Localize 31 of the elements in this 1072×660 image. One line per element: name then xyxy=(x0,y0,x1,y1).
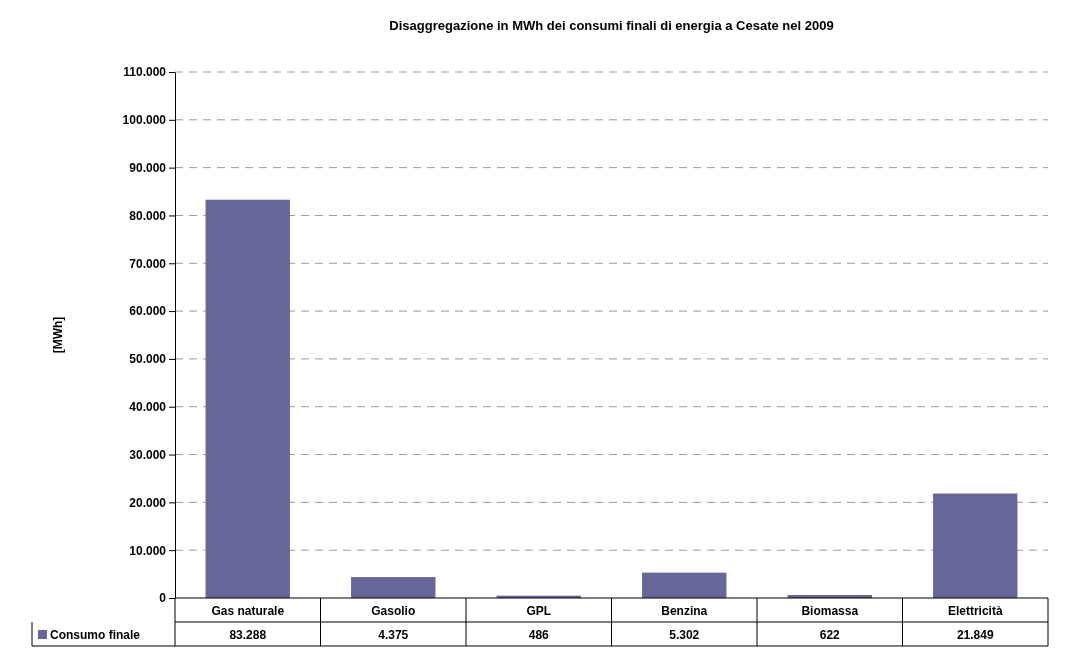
bar xyxy=(205,199,290,598)
y-tick-label: 90.000 xyxy=(129,160,167,175)
data-label: 83.288 xyxy=(229,628,267,642)
data-label: 21.849 xyxy=(956,628,994,642)
bar xyxy=(933,493,1018,598)
y-tick-label: 60.000 xyxy=(129,304,167,319)
y-tick-label: 40.000 xyxy=(129,400,167,415)
x-tick-label: Gas naturale xyxy=(211,604,285,618)
x-tick-label: Gasolio xyxy=(371,604,416,618)
x-tick-label: Elettricità xyxy=(947,604,1003,618)
data-label: 486 xyxy=(528,628,550,642)
chart-title: Disaggregazione in MWh dei consumi finali di energia a Cesate nel 2009 xyxy=(389,18,834,33)
data-label: 622 xyxy=(819,628,841,642)
bar xyxy=(642,572,727,598)
bar xyxy=(351,577,436,598)
y-tick-label: 20.000 xyxy=(129,495,167,510)
y-tick-label: 0 xyxy=(159,591,167,606)
y-tick-label: 30.000 xyxy=(129,447,167,462)
y-tick-label: 110.000 xyxy=(123,65,167,80)
x-tick-label: Benzina xyxy=(661,604,708,618)
x-tick-label: Biomassa xyxy=(801,604,859,618)
y-axis-title: [MWh] xyxy=(51,316,65,354)
y-tick-label: 80.000 xyxy=(129,208,167,223)
y-tick-label: 70.000 xyxy=(129,256,167,271)
data-label: 4.375 xyxy=(378,628,409,642)
data-label: 5.302 xyxy=(669,628,700,642)
x-tick-label: GPL xyxy=(526,604,552,618)
legend-label: Consumo finale xyxy=(50,628,141,642)
y-tick-label: 100.000 xyxy=(122,113,167,128)
y-tick-label: 50.000 xyxy=(129,352,167,367)
y-tick-label: 10.000 xyxy=(129,543,167,558)
